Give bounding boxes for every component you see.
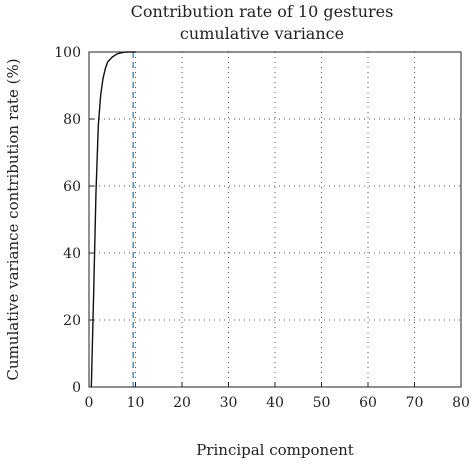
series-group [90, 51, 137, 388]
x-tick-label: 30 [220, 395, 238, 411]
data-point [102, 78, 104, 80]
data-point [97, 125, 99, 127]
x-tick-label: 40 [266, 395, 284, 411]
series-line [90, 51, 136, 388]
data-point [104, 68, 106, 70]
y-tick-label: 20 [63, 313, 81, 329]
data-point [107, 61, 109, 63]
y-tick-label: 40 [63, 246, 81, 262]
x-tick-label: 70 [406, 395, 424, 411]
data-point [100, 94, 102, 97]
chart-title-line-1: Contribution rate of 10 gestures [131, 2, 394, 21]
chart-title-line-2: cumulative variance [180, 24, 344, 43]
x-tick-label: 80 [452, 395, 470, 411]
data-point [116, 53, 118, 55]
y-tick-label: 0 [72, 380, 81, 396]
data-point [95, 192, 97, 194]
y-tick-label: 60 [63, 179, 81, 195]
y-tick-label: 100 [54, 45, 81, 61]
axis-ticks: 0 10 20 30 40 50 60 70 80 0 20 40 60 80 100 [54, 45, 470, 411]
y-axis-label: Cumulative variance contribution rate (%… [4, 58, 22, 380]
data-point [93, 292, 95, 294]
x-tick-label: 60 [359, 395, 377, 411]
x-tick-label: 0 [85, 395, 94, 411]
x-tick-label: 50 [313, 395, 331, 411]
x-tick-label: 20 [173, 395, 191, 411]
data-point [111, 56, 113, 58]
x-axis-label: Principal component [196, 441, 354, 459]
plot-frame [88, 51, 462, 388]
y-tick-label: 80 [63, 112, 81, 128]
x-tick-label: 10 [127, 395, 145, 411]
grid [89, 52, 461, 387]
